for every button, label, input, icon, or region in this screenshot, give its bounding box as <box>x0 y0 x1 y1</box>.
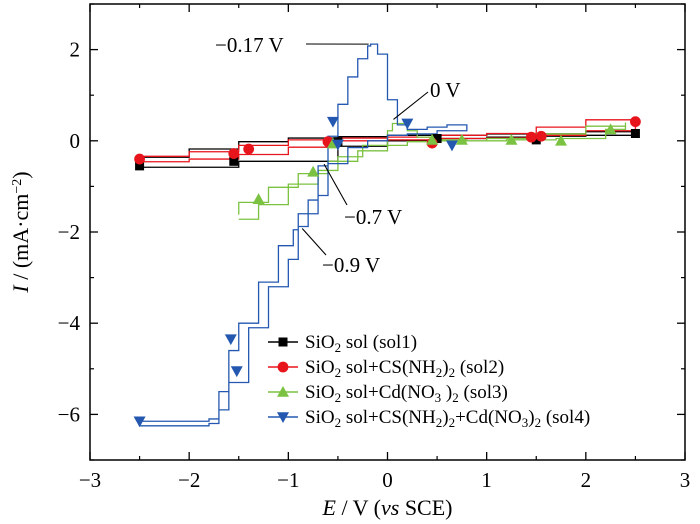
annotation-label: −0.7 V <box>344 205 402 229</box>
data-point-sol1 <box>531 135 541 145</box>
x-tick-label: −3 <box>79 468 101 492</box>
legend-swatch-marker <box>278 337 288 347</box>
legend-label: SiO2 sol+Cd(NO3 )2 (sol3) <box>305 382 508 405</box>
legend-item-sol4: SiO2 sol+CS(NH2)2+Cd(NO3)2 (sol4) <box>268 407 590 430</box>
markers-layer <box>133 116 641 428</box>
y-axis-label: I / (mA·cm−2) <box>8 171 33 293</box>
data-point-sol3 <box>252 193 265 204</box>
annotation-label: −0.9 V <box>322 253 380 277</box>
legend: SiO2 sol (sol1)SiO2 sol+CS(NH2)2 (sol2)S… <box>268 332 590 430</box>
annotations: −0.17 V 0 V −0.7 V −0.9 V <box>215 33 461 277</box>
x-axis-label-var: E <box>322 495 337 520</box>
series-line-sol3 <box>238 122 627 220</box>
data-point-sol4 <box>401 118 414 130</box>
data-point-sol3 <box>505 133 518 145</box>
annotation-leader <box>393 91 429 120</box>
legend-label: SiO2 sol (sol1) <box>305 332 417 355</box>
x-tick-label: 0 <box>382 468 393 492</box>
data-point-sol2 <box>525 131 537 143</box>
y-axis-label-sup: −2 <box>10 179 25 194</box>
data-point-sol2 <box>535 130 547 142</box>
data-point-sol4 <box>331 139 344 151</box>
legend-label: SiO2 sol+CS(NH2)2+Cd(NO3)2 (sol4) <box>305 407 590 430</box>
legend-label: SiO2 sol+CS(NH2)2 (sol2) <box>305 357 504 380</box>
data-point-sol3 <box>604 123 617 135</box>
data-point-sol4 <box>133 416 146 428</box>
x-axis-label-rest: / V ( <box>336 495 381 520</box>
x-tick-label: 3 <box>680 468 691 492</box>
y-tick-label: −4 <box>58 311 81 335</box>
data-point-sol4 <box>230 366 243 378</box>
data-point-sol3 <box>426 133 439 145</box>
x-axis-label-vs: vs <box>381 495 399 520</box>
data-point-sol2 <box>630 116 641 128</box>
x-tick-label: −2 <box>178 468 200 492</box>
data-point-sol4 <box>224 334 237 346</box>
data-point-sol1 <box>630 129 640 139</box>
y-tick-label: −6 <box>58 402 80 426</box>
y-tick-label: 0 <box>70 129 81 153</box>
data-point-sol2 <box>134 153 145 165</box>
annotation-leader <box>301 228 327 256</box>
data-point-sol1 <box>135 161 145 171</box>
plot-frame <box>89 3 686 461</box>
legend-swatch-marker <box>277 386 289 397</box>
legend-item-sol1: SiO2 sol (sol1) <box>268 332 417 355</box>
y-axis-label-var: I <box>8 284 33 294</box>
data-point-sol3 <box>307 165 320 177</box>
legend-item-sol3: SiO2 sol+Cd(NO3 )2 (sol3) <box>268 382 508 405</box>
y-axis-label-rest: / (mA·cm <box>8 194 33 286</box>
data-point-sol3 <box>555 134 568 146</box>
legend-swatch-marker <box>277 361 289 373</box>
annotation-label: −0.17 V <box>215 33 284 57</box>
x-axis-label: E / V (vs SCE) <box>322 495 453 520</box>
annotation-label: 0 V <box>430 78 461 102</box>
x-tick-label: 2 <box>581 468 592 492</box>
y-axis-label-tail: ) <box>8 171 33 178</box>
x-tick-label: 1 <box>481 468 492 492</box>
legend-item-sol2: SiO2 sol+CS(NH2)2 (sol2) <box>268 357 504 380</box>
data-point-sol2 <box>243 143 255 155</box>
annotation-leader <box>323 163 348 206</box>
y-tick-label: 2 <box>70 38 81 62</box>
data-point-sol3 <box>455 133 468 145</box>
legend-swatch-marker <box>277 412 289 423</box>
tick-labels: −3 −2 −1 0 1 2 3 −6 −4 −2 0 2 <box>58 38 691 492</box>
data-point-sol1 <box>432 134 442 144</box>
data-point-sol1 <box>229 156 239 166</box>
data-point-sol4 <box>326 116 339 128</box>
data-point-sol2 <box>228 148 240 159</box>
data-point-sol4 <box>445 140 458 152</box>
x-axis-label-tail: SCE) <box>399 495 452 520</box>
y-tick-label: −2 <box>58 220 80 244</box>
x-tick-label: −1 <box>277 468 299 492</box>
